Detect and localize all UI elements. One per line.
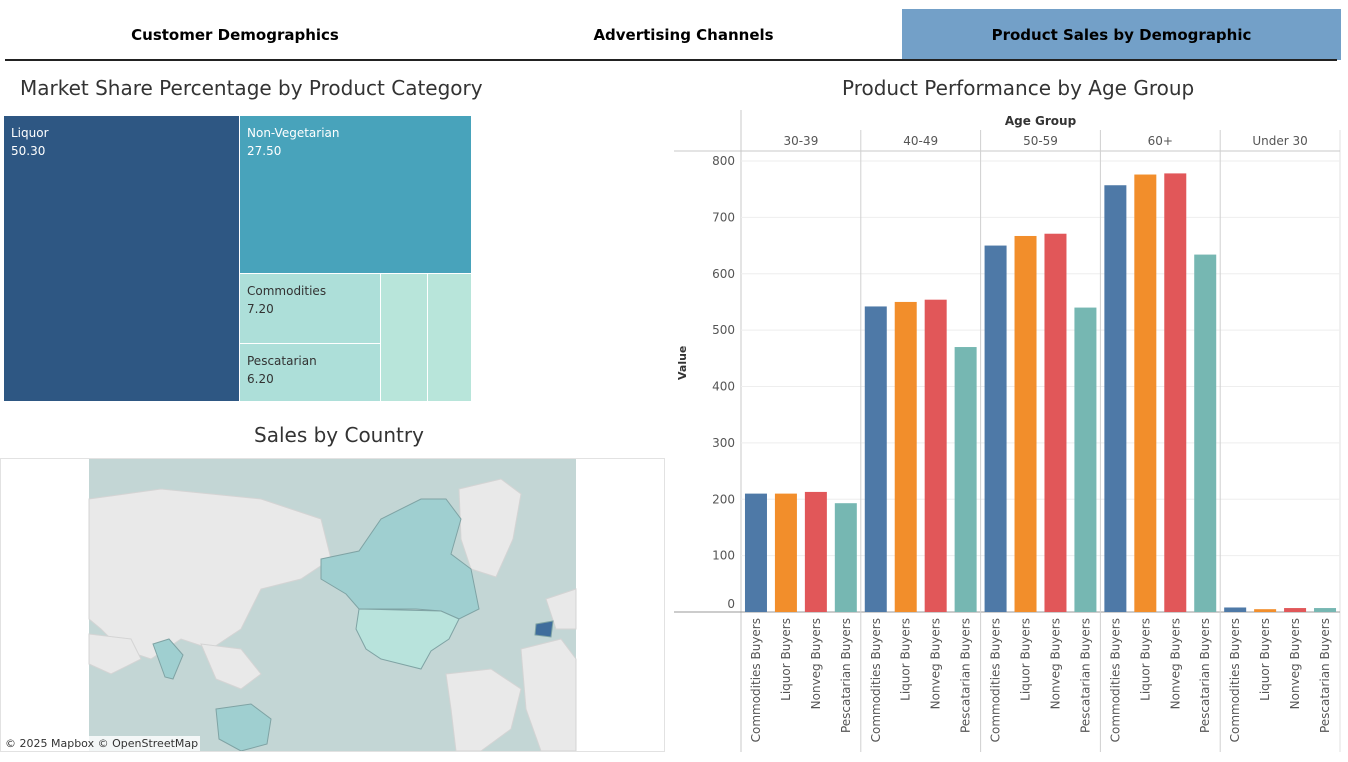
- treemap-tile-commodities[interactable]: Commodities 7.20: [240, 274, 381, 344]
- tab-label: Product Sales by Demographic: [991, 25, 1252, 44]
- x-tick-label: Nonveg Buyers: [1288, 618, 1302, 709]
- treemap-title: Market Share Percentage by Product Categ…: [20, 76, 483, 100]
- tile-name: Commodities: [247, 284, 327, 298]
- x-tick-label: Commodities Buyers: [989, 618, 1003, 742]
- bar[interactable]: [774, 493, 797, 612]
- highlighted-countries: [152, 498, 554, 752]
- tab-divider: [5, 59, 1337, 61]
- bar[interactable]: [1254, 609, 1277, 612]
- tile-name: Liquor: [11, 126, 49, 140]
- x-tick-label: Pescatarian Buyers: [959, 618, 973, 733]
- bar[interactable]: [744, 493, 767, 612]
- tab-advertising-channels[interactable]: Advertising Channels: [465, 9, 902, 60]
- tile-name: Pescatarian: [247, 354, 317, 368]
- x-tick-label: Pescatarian Buyers: [1078, 618, 1092, 733]
- x-tick-label: Nonveg Buyers: [929, 618, 943, 709]
- treemap-tile-unlabeled[interactable]: [428, 274, 472, 402]
- bar[interactable]: [954, 347, 977, 612]
- x-tick-label: Pescatarian Buyers: [1318, 618, 1332, 733]
- tile-name: Non-Vegetarian: [247, 126, 340, 140]
- osm-attribution-link[interactable]: © OpenStreetMap: [97, 737, 199, 750]
- country-united-states[interactable]: [355, 608, 460, 670]
- bar[interactable]: [924, 299, 947, 612]
- tile-value: 6.20: [247, 372, 274, 386]
- y-tick-label: 300: [712, 436, 735, 450]
- group-axis-label: Age Group: [1005, 114, 1077, 128]
- tab-label: Advertising Channels: [593, 25, 774, 44]
- bar[interactable]: [864, 306, 887, 612]
- bar[interactable]: [1284, 608, 1307, 612]
- map-title: Sales by Country: [254, 423, 424, 447]
- treemap-tile-non-vegetarian[interactable]: Non-Vegetarian 27.50: [240, 116, 472, 274]
- market-share-treemap: Liquor 50.30 Non-Vegetarian 27.50 Commodit…: [4, 116, 472, 402]
- x-tick-label: Liquor Buyers: [1138, 618, 1152, 701]
- bar[interactable]: [1194, 254, 1217, 612]
- x-tick-label: Nonveg Buyers: [1168, 618, 1182, 709]
- x-tick-label: Nonveg Buyers: [809, 618, 823, 709]
- y-tick-label: 200: [712, 492, 735, 506]
- treemap-tile-liquor[interactable]: Liquor 50.30: [4, 116, 240, 402]
- x-tick-label: Commodities Buyers: [749, 618, 763, 742]
- country-australia[interactable]: [215, 703, 272, 752]
- treemap-tile-unlabeled[interactable]: [381, 274, 428, 402]
- mapbox-attribution-link[interactable]: © 2025 Mapbox: [5, 737, 95, 750]
- y-tick-label: 700: [712, 210, 735, 224]
- x-tick-label: Liquor Buyers: [1258, 618, 1272, 701]
- tab-bar: Customer Demographics Advertising Channe…: [5, 9, 1341, 60]
- world-map-svg: [88, 459, 577, 752]
- x-tick-label: Nonveg Buyers: [1048, 618, 1062, 709]
- bar[interactable]: [1104, 185, 1127, 612]
- tile-value: 27.50: [247, 144, 282, 158]
- tab-customer-demographics[interactable]: Customer Demographics: [5, 9, 465, 60]
- x-tick-label: Liquor Buyers: [779, 618, 793, 701]
- country-spain[interactable]: [534, 620, 554, 638]
- y-tick-label: 100: [712, 549, 735, 563]
- x-tick-label: Liquor Buyers: [899, 618, 913, 701]
- map-attribution: © 2025 Mapbox © OpenStreetMap: [3, 736, 201, 751]
- bar[interactable]: [1224, 607, 1247, 612]
- group-label: 60+: [1148, 134, 1173, 148]
- group-label: 30-39: [783, 134, 818, 148]
- tile-value: 50.30: [11, 144, 46, 158]
- y-tick-label: 600: [712, 267, 735, 281]
- bar[interactable]: [1074, 307, 1097, 612]
- x-tick-label: Liquor Buyers: [1019, 618, 1033, 701]
- treemap-tile-pescatarian[interactable]: Pescatarian 6.20: [240, 344, 381, 402]
- product-performance-chart: Age Group 0 100 200 300 400 500 600 700 800 30-39 C…: [674, 110, 1341, 752]
- y-tick-label: 500: [712, 323, 735, 337]
- x-tick-label: Pescatarian Buyers: [1198, 618, 1212, 733]
- bar[interactable]: [804, 491, 827, 612]
- sales-map[interactable]: [0, 458, 665, 752]
- tile-value: 7.20: [247, 302, 274, 316]
- group-label: Under 30: [1252, 134, 1307, 148]
- bar[interactable]: [834, 503, 857, 612]
- bar[interactable]: [1134, 174, 1157, 612]
- tab-label: Customer Demographics: [131, 25, 339, 44]
- y-tick-label: 0: [727, 597, 735, 611]
- land-masses: [88, 478, 577, 752]
- country-canada[interactable]: [320, 498, 480, 620]
- group-label: 50-59: [1023, 134, 1058, 148]
- bar[interactable]: [1314, 608, 1337, 612]
- x-tick-label: Pescatarian Buyers: [839, 618, 853, 733]
- y-tick-label: 800: [712, 154, 735, 168]
- chart-title: Product Performance by Age Group: [842, 76, 1195, 100]
- group-label: 40-49: [903, 134, 938, 148]
- bar[interactable]: [1164, 173, 1187, 612]
- x-tick-label: Commodities Buyers: [1108, 618, 1122, 742]
- tab-product-sales-by-demographic[interactable]: Product Sales by Demographic: [902, 9, 1341, 60]
- bar[interactable]: [1044, 233, 1067, 612]
- y-tick-label: 400: [712, 380, 735, 394]
- bar[interactable]: [894, 301, 917, 612]
- x-tick-label: Commodities Buyers: [869, 618, 883, 742]
- country-india[interactable]: [152, 638, 184, 680]
- bar[interactable]: [1014, 235, 1037, 612]
- y-axis-title: Value: [676, 345, 689, 380]
- bar[interactable]: [984, 245, 1007, 612]
- x-tick-label: Commodities Buyers: [1228, 618, 1242, 742]
